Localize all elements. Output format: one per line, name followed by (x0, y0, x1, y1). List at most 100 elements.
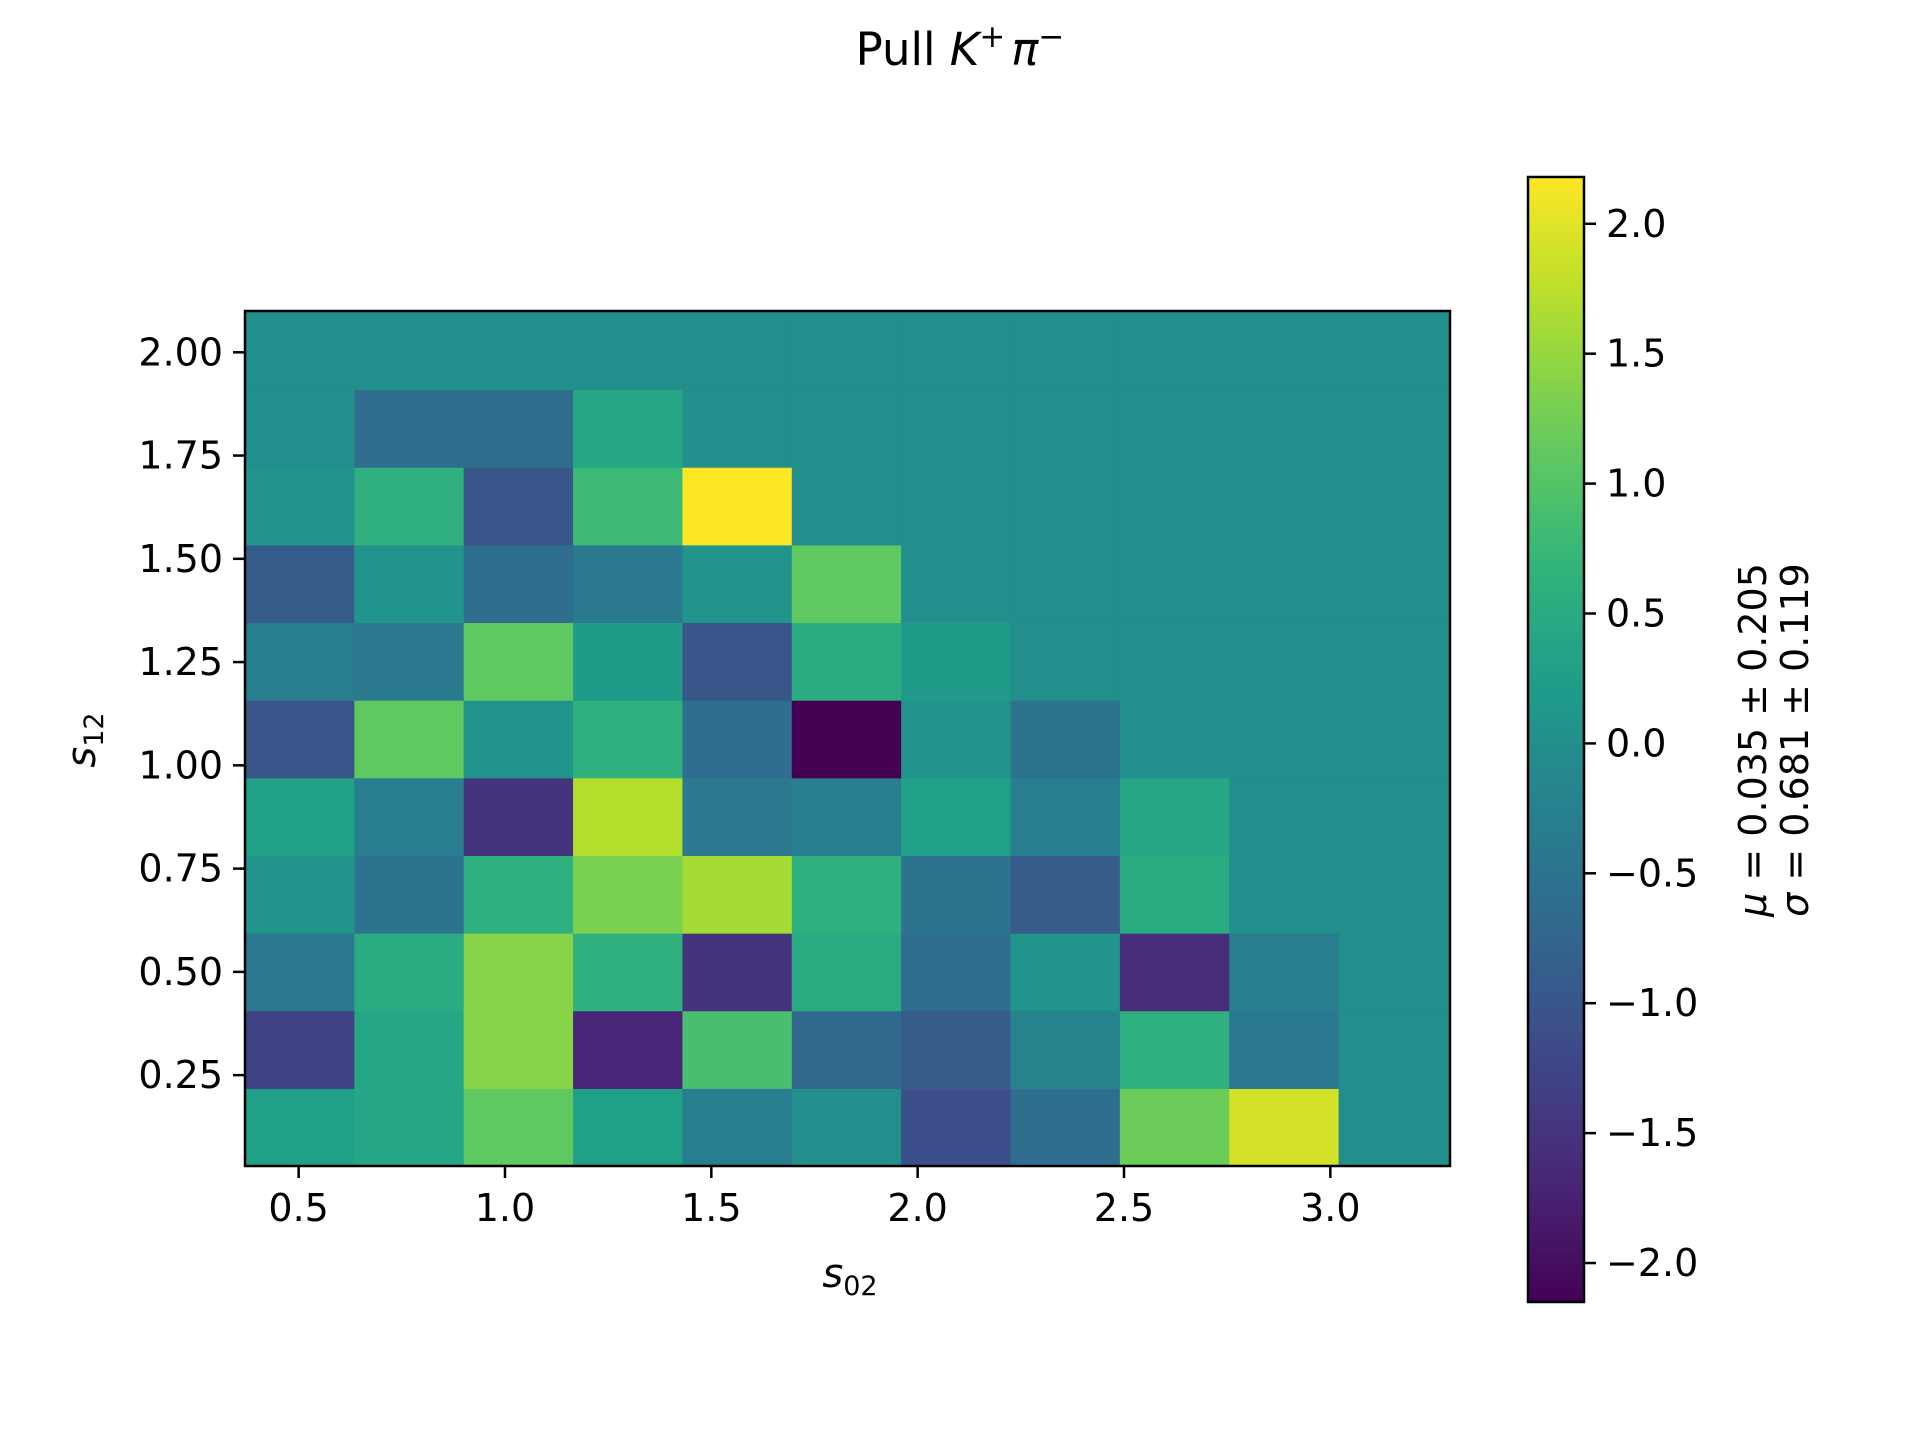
heatmap-cell-r10-c10 (1338, 311, 1451, 391)
colorbar-label-mu-symbol: μ (1731, 893, 1775, 918)
heatmap-cell-r7-c6 (901, 544, 1012, 624)
heatmap-cell-r8-c1 (354, 467, 465, 546)
heatmap-cell-r4-c0 (245, 777, 355, 856)
heatmap-cell-r10-c1 (354, 311, 465, 391)
heatmap-cell-r7-c10 (1338, 544, 1451, 624)
heatmap-cell-r5-c3 (573, 700, 684, 779)
heatmap-cell-r5-c7 (1010, 700, 1121, 779)
heatmap-cell-r6-c3 (573, 622, 684, 701)
heatmap-cell-r10-c9 (1229, 311, 1340, 391)
heatmap-cell-r4-c4 (682, 777, 793, 856)
heatmap-cell-r9-c6 (901, 389, 1012, 468)
heatmap-cell-r8-c6 (901, 467, 1012, 546)
heatmap-cell-r9-c4 (682, 389, 793, 468)
y-tick-label-5: 1.50 (138, 537, 223, 581)
heatmap-cell-r10-c4 (682, 311, 793, 391)
heatmap-cell-r0-c3 (573, 1088, 684, 1167)
x-tick-label-3: 2.0 (887, 1186, 947, 1230)
y-axis-label-subscript: 12 (79, 712, 110, 746)
heatmap-cell-r2-c5 (791, 933, 902, 1012)
heatmap-cell-r9-c5 (791, 389, 902, 468)
heatmap-cell-r1-c4 (682, 1010, 793, 1089)
colorbar-tick-label-8: −2.0 (1606, 1241, 1698, 1285)
colorbar-tick-label-3: 0.5 (1606, 591, 1666, 635)
heatmap-cell-r7-c7 (1010, 544, 1121, 624)
heatmap-cell-r8-c3 (573, 467, 684, 546)
colorbar-tick-label-1: 1.5 (1606, 332, 1666, 376)
colorbar-tick-label-0: 2.0 (1606, 202, 1666, 246)
heatmap-cell-r4-c1 (354, 777, 465, 856)
y-tick-label-3: 1.00 (138, 743, 223, 787)
heatmap-cell-r6-c4 (682, 622, 793, 701)
colorbar-tick-label-7: −1.5 (1606, 1111, 1698, 1155)
heatmap-cell-r0-c4 (682, 1088, 793, 1167)
title-charge-minus: − (1038, 19, 1064, 55)
chart-title: Pull K+ π− (856, 19, 1065, 76)
title-particle-k: K (950, 23, 983, 76)
heatmap-cell-r2-c7 (1010, 933, 1121, 1012)
heatmap-cell-r3-c9 (1229, 855, 1340, 934)
heatmap-cell-r7-c9 (1229, 544, 1340, 624)
heatmap-cell-r9-c3 (573, 389, 684, 468)
heatmap-cell-r8-c0 (245, 467, 355, 546)
heatmap-cell-r7-c5 (791, 544, 902, 624)
y-axis-label-symbol: s (59, 747, 105, 768)
heatmap-cell-r8-c7 (1010, 467, 1121, 546)
heatmap-cell-r5-c9 (1229, 700, 1340, 779)
x-tick-label-2: 1.5 (681, 1186, 741, 1230)
y-tick-label-2: 0.75 (138, 847, 223, 891)
heatmap-cell-r0-c8 (1119, 1088, 1230, 1167)
x-axis-ticks: 0.5 1.0 1.5 2.0 2.5 3.0 (268, 1166, 1361, 1230)
x-tick-label-5: 3.0 (1300, 1186, 1360, 1230)
colorbar-frame (1526, 175, 1586, 1304)
colorbar-tick-label-4: 0.0 (1606, 721, 1666, 765)
colorbar-label-sigma-text: = 0.681 ± 0.119 (1773, 563, 1817, 893)
colorbar-tick-label-2: 1.0 (1606, 462, 1666, 506)
colorbar-label-sigma-symbol: σ (1773, 891, 1817, 917)
heatmap-cell-r0-c5 (791, 1088, 902, 1167)
heatmap-cell-r1-c8 (1119, 1010, 1230, 1089)
heatmap-cell-r4-c3 (573, 777, 684, 856)
heatmap-cell-r2-c1 (354, 933, 465, 1012)
heatmap-cell-r0-c1 (354, 1088, 465, 1167)
colorbar-gradient (1528, 177, 1584, 1302)
heatmap-cell-r1-c5 (791, 1010, 902, 1089)
colorbar-label-mu: μ = 0.035 ± 0.205 (1731, 563, 1775, 918)
title-prefix: Pull (856, 23, 950, 76)
heatmap-cell-r0-c0 (245, 1088, 355, 1167)
heatmap-cell-r5-c8 (1119, 700, 1230, 779)
heatmap-cell-r2-c6 (901, 933, 1012, 1012)
heatmap-cell-r6-c1 (354, 622, 465, 701)
colorbar-ticks: 2.0 1.5 1.0 0.5 0.0 −0.5 −1.0 −1.5 −2.0 (1584, 202, 1698, 1285)
y-tick-label-4: 1.25 (138, 640, 223, 684)
heatmap-cell-r3-c1 (354, 855, 465, 934)
heatmap-cell-r7-c0 (245, 544, 355, 624)
heatmap-cell-r9-c8 (1119, 389, 1230, 468)
heatmap-cell-r10-c2 (463, 311, 574, 391)
x-tick-label-0: 0.5 (268, 1186, 328, 1230)
heatmap-cell-r9-c0 (245, 389, 355, 468)
y-tick-label-1: 0.50 (138, 950, 223, 994)
heatmap-cell-r7-c3 (573, 544, 684, 624)
heatmap-cell-r6-c7 (1010, 622, 1121, 701)
heatmap-cell-r6-c9 (1229, 622, 1340, 701)
heatmap-cell-r6-c2 (463, 622, 574, 701)
heatmap-cell-r7-c4 (682, 544, 793, 624)
heatmap-cell-r7-c1 (354, 544, 465, 624)
heatmap-cell-r9-c10 (1338, 389, 1451, 468)
heatmap-cell-r5-c2 (463, 700, 574, 779)
heatmap-cell-r3-c8 (1119, 855, 1230, 934)
heatmap-cell-r0-c2 (463, 1088, 574, 1167)
heatmap-cell-r8-c9 (1229, 467, 1340, 546)
heatmap-cell-r5-c0 (245, 700, 355, 779)
heatmap-cell-r7-c2 (463, 544, 574, 624)
x-axis-label: s02 (822, 1251, 877, 1302)
heatmap-cell-r7-c8 (1119, 544, 1230, 624)
heatmap-cell-r0-c6 (901, 1088, 1012, 1167)
heatmap-cell-r2-c10 (1338, 933, 1451, 1012)
heatmap-cell-r8-c5 (791, 467, 902, 546)
heatmap-cell-r10-c3 (573, 311, 684, 391)
x-axis-label-subscript: 02 (843, 1271, 877, 1302)
heatmap-cell-r2-c0 (245, 933, 355, 1012)
